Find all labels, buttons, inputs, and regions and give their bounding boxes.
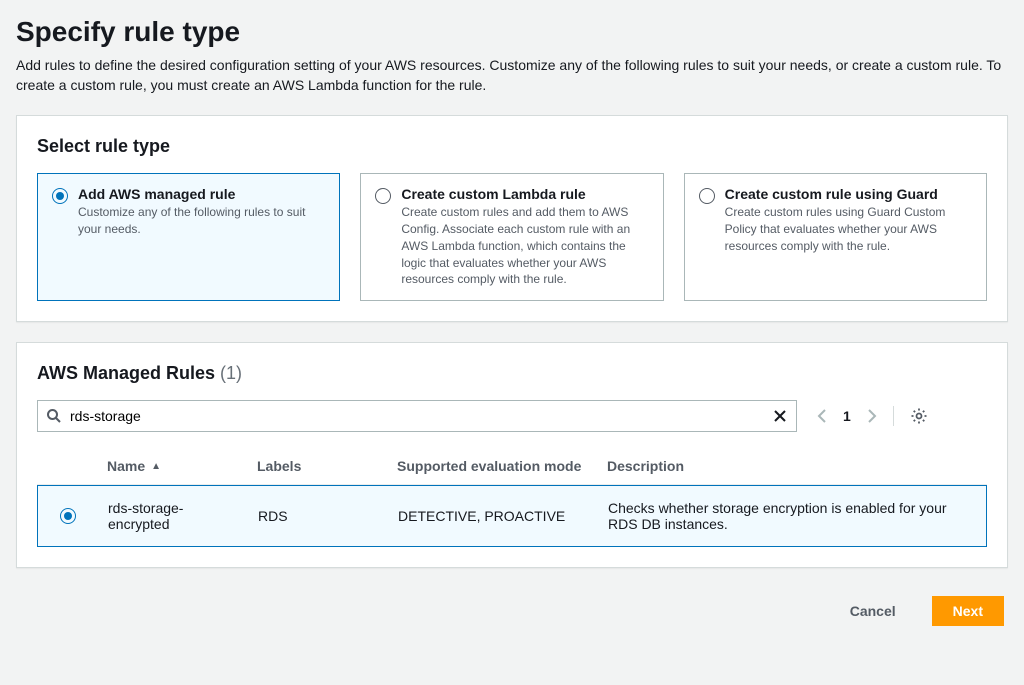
table-header: Name ▲ Labels Supported evaluation mode … (37, 448, 987, 485)
rule-type-option-lambda[interactable]: Create custom Lambda rule Create custom … (360, 173, 663, 301)
radio-icon (52, 188, 68, 204)
col-header-name-label: Name (107, 458, 145, 474)
radio-icon (375, 188, 391, 204)
rule-type-option-desc: Create custom rules using Guard Custom P… (725, 204, 972, 254)
pager-current: 1 (843, 408, 851, 424)
row-radio-icon[interactable] (60, 508, 76, 524)
select-rule-type-heading: Select rule type (37, 136, 987, 157)
page-title: Specify rule type (16, 16, 1008, 48)
table-row[interactable]: rds-storage-encrypted RDS DETECTIVE, PRO… (37, 485, 987, 547)
sort-asc-icon: ▲ (151, 461, 161, 472)
cancel-button[interactable]: Cancel (830, 597, 916, 625)
radio-icon (699, 188, 715, 204)
managed-rules-panel: AWS Managed Rules (1) 1 (16, 342, 1008, 568)
col-header-labels[interactable]: Labels (247, 458, 387, 474)
cell-mode: DETECTIVE, PROACTIVE (388, 508, 598, 524)
rule-type-option-managed[interactable]: Add AWS managed rule Customize any of th… (37, 173, 340, 301)
rule-type-option-guard[interactable]: Create custom rule using Guard Create cu… (684, 173, 987, 301)
managed-rules-title-text: AWS Managed Rules (37, 363, 215, 383)
pager-next-icon[interactable] (867, 408, 877, 424)
col-header-name[interactable]: Name ▲ (97, 458, 247, 474)
rule-type-option-title: Create custom Lambda rule (401, 186, 648, 202)
col-header-mode[interactable]: Supported evaluation mode (387, 458, 597, 474)
col-header-description[interactable]: Description (597, 458, 987, 474)
divider (893, 406, 894, 426)
cell-labels: RDS (248, 508, 388, 524)
cell-description: Checks whether storage encryption is ena… (598, 500, 986, 532)
next-button[interactable]: Next (932, 596, 1004, 626)
managed-rules-heading: AWS Managed Rules (1) (37, 363, 987, 384)
footer-actions: Cancel Next (16, 588, 1008, 634)
rules-table: Name ▲ Labels Supported evaluation mode … (37, 448, 987, 547)
rule-type-option-title: Add AWS managed rule (78, 186, 325, 202)
select-rule-type-panel: Select rule type Add AWS managed rule Cu… (16, 115, 1008, 322)
managed-rules-count: (1) (220, 363, 242, 383)
cell-name: rds-storage-encrypted (98, 500, 248, 532)
rule-type-option-desc: Create custom rules and add them to AWS … (401, 204, 648, 288)
pagination: 1 (817, 406, 928, 426)
search-field-wrap (37, 400, 797, 432)
rule-type-option-title: Create custom rule using Guard (725, 186, 972, 202)
search-input[interactable] (70, 401, 764, 431)
clear-search-icon[interactable] (764, 409, 796, 423)
settings-gear-icon[interactable] (910, 407, 928, 425)
search-icon (38, 408, 70, 424)
pager-prev-icon[interactable] (817, 408, 827, 424)
page-description: Add rules to define the desired configur… (16, 56, 1008, 95)
rule-type-option-desc: Customize any of the following rules to … (78, 204, 325, 238)
